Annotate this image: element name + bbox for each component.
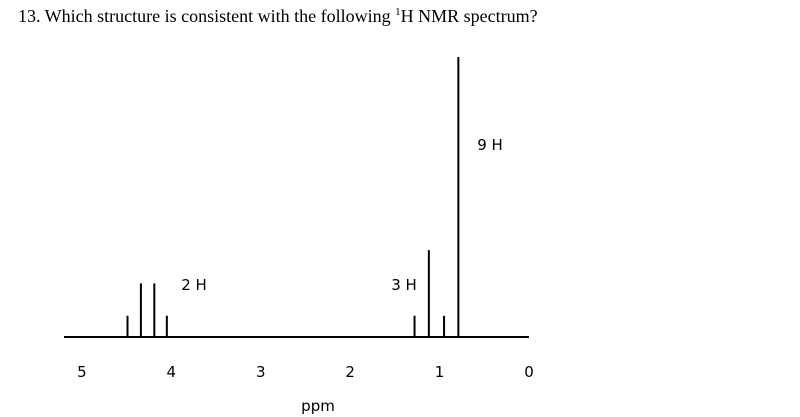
x-tick-label: 4 (167, 363, 177, 381)
peak-annotation: 2 H (181, 276, 207, 294)
title-end: H NMR spectrum? (401, 6, 538, 26)
peak-annotation: 3 H (391, 276, 417, 294)
x-tick-label: 0 (524, 363, 534, 381)
x-axis-label: ppm (301, 397, 335, 415)
question-title: 13. Which structure is consistent with t… (18, 6, 538, 26)
peak-annotation: 9 H (477, 136, 503, 154)
x-tick-label: 1 (435, 363, 445, 381)
x-tick-label: 2 (345, 363, 355, 381)
title-text: 13. Which structure is consistent with t… (18, 6, 395, 26)
x-tick-label: 3 (256, 363, 266, 381)
title-superscript: 1 (395, 6, 401, 18)
x-tick-label: 5 (77, 363, 87, 381)
